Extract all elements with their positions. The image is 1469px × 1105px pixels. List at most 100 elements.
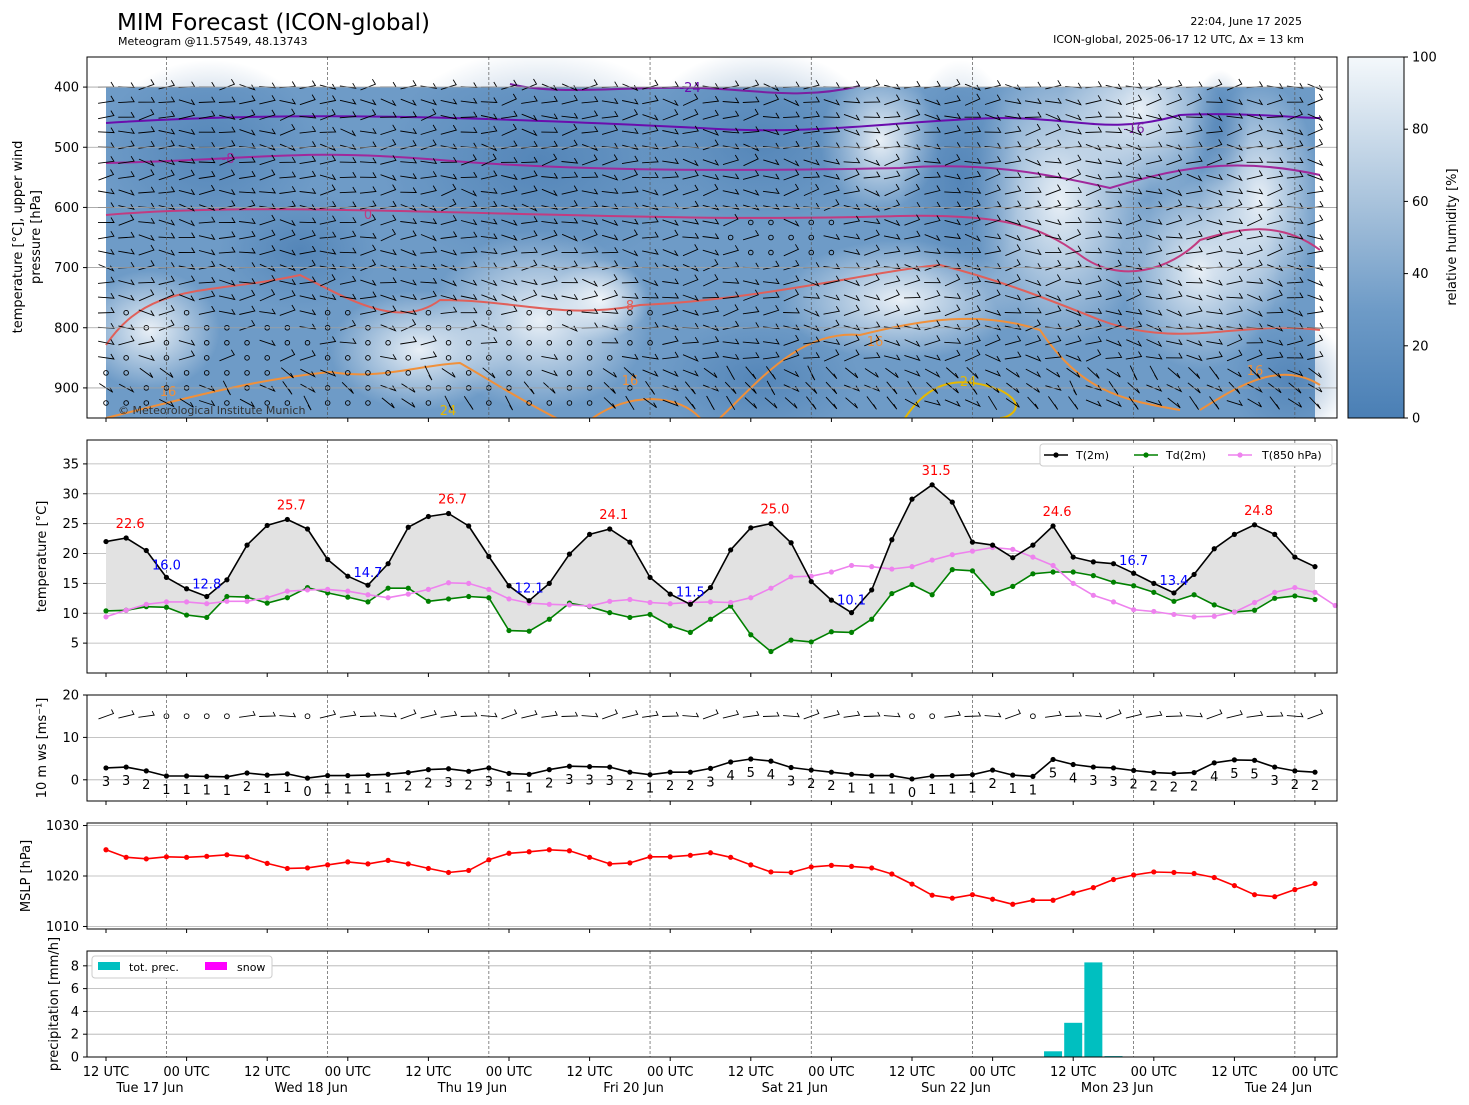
time-tick-label: 12 UTC: [889, 1065, 935, 1080]
wind-barb: [985, 354, 1002, 363]
wind-barb: [1027, 396, 1039, 410]
calm-wind-marker: [748, 249, 754, 256]
wind-barb: [420, 158, 438, 164]
wind-barb: [319, 263, 337, 270]
wind-barb: [863, 305, 880, 316]
wind-barb: [843, 185, 861, 195]
wind-barb: [843, 157, 861, 164]
t2m-line-point: [1131, 570, 1137, 576]
wind-speed-line-point: [566, 763, 573, 769]
wind-barb: [1206, 199, 1223, 211]
wind-barb: [259, 154, 276, 166]
wind-barb: [239, 199, 256, 211]
t850-line-point: [445, 580, 452, 586]
wind-barb: [400, 204, 417, 212]
wind-barb: [1266, 128, 1284, 135]
surface-wind-barb: [722, 710, 740, 719]
wind-barb: [823, 99, 841, 106]
wind-barb: [259, 245, 276, 256]
wind-barb: [682, 218, 700, 225]
wind-speed-line-point: [445, 766, 452, 772]
time-tick-label: 12 UTC: [1211, 1065, 1257, 1080]
wind-barb: [521, 279, 538, 286]
wind-barb: [1125, 214, 1142, 226]
calm-wind-marker: [586, 400, 593, 406]
t850-line-point: [325, 586, 331, 592]
wind-barb: [1266, 157, 1284, 163]
td2m-line-point: [224, 593, 230, 600]
wind-barb: [444, 395, 453, 411]
wind-barb: [1105, 111, 1123, 118]
time-tick-label: 12 UTC: [244, 1065, 290, 1080]
td2m-line-point: [264, 600, 270, 606]
t2m-line-point: [788, 540, 794, 546]
wind-barb: [702, 204, 720, 211]
wind-barb: [864, 159, 881, 166]
wind-barb: [984, 245, 1002, 255]
wind-barb: [621, 261, 639, 270]
wind-barb: [279, 156, 297, 163]
t2m-line-point: [889, 537, 895, 543]
wind-barb: [1024, 200, 1042, 210]
wind-barb: [863, 171, 881, 179]
wind-barb: [662, 292, 680, 299]
surface-wind-barb: [602, 709, 618, 720]
time-tick-label: 00 UTC: [1131, 1065, 1177, 1080]
t2m-line-point: [506, 583, 512, 589]
wind-barb: [884, 183, 900, 197]
wind-barb: [259, 187, 277, 194]
isotherm: [105, 208, 1321, 273]
wind-barb: [118, 155, 135, 164]
t2m-line-point: [1251, 522, 1258, 528]
wind-barb: [884, 199, 901, 211]
wind-barb: [863, 352, 881, 359]
wind-barb: [501, 79, 518, 90]
calm-wind-marker: [224, 400, 230, 406]
wind-barb: [239, 218, 256, 224]
mslp-line-point: [103, 847, 109, 853]
surface-wind-barb: [1226, 710, 1243, 719]
surface-wind-barb: [118, 710, 135, 719]
wind-barb: [1005, 368, 1020, 378]
calm-wind-marker: [103, 400, 109, 406]
wind-barb: [380, 264, 397, 272]
calm-wind-marker: [526, 400, 532, 406]
wind-barb: [521, 216, 538, 224]
y-tick-label: 20: [62, 689, 79, 704]
t2m-line-point: [587, 531, 593, 537]
wind-barb: [440, 279, 458, 287]
calm-wind-marker: [647, 309, 653, 316]
wind-barb: [541, 218, 559, 225]
wind-barb: [299, 170, 317, 180]
wind-barb: [118, 324, 135, 331]
wind-barb: [1126, 339, 1143, 347]
mslp-line-point: [466, 867, 472, 874]
wind-barb: [1145, 245, 1163, 255]
wind-barb: [864, 274, 880, 286]
wind-barb: [541, 95, 558, 104]
wind-barb: [198, 249, 216, 256]
wind-speed-line-point: [969, 772, 976, 778]
mslp-line-point: [284, 865, 290, 872]
wind-barb: [581, 154, 598, 166]
wind-barb: [198, 216, 216, 224]
calm-wind-marker: [183, 713, 190, 720]
td2m-line-point: [808, 639, 814, 645]
wind-barb: [440, 79, 457, 90]
t2m-line-point: [1090, 559, 1096, 565]
t2m-line-point: [1191, 571, 1197, 578]
wind-barb: [1287, 309, 1304, 317]
wind-barb: [1105, 259, 1122, 271]
wind-barb: [886, 381, 898, 395]
t850-line-point: [546, 601, 552, 607]
wind-barb: [380, 214, 397, 226]
wind-speed-line-point: [1251, 757, 1258, 763]
wind-barb: [682, 158, 699, 167]
td2m-line-point: [103, 608, 109, 614]
upper-air-ylabel: temperature [°C], upper wind: [11, 141, 26, 334]
wind-barb: [1085, 95, 1102, 105]
time-tick-label: 12 UTC: [83, 1065, 129, 1080]
wind-barb: [1226, 292, 1244, 299]
wind-barb: [97, 307, 115, 314]
